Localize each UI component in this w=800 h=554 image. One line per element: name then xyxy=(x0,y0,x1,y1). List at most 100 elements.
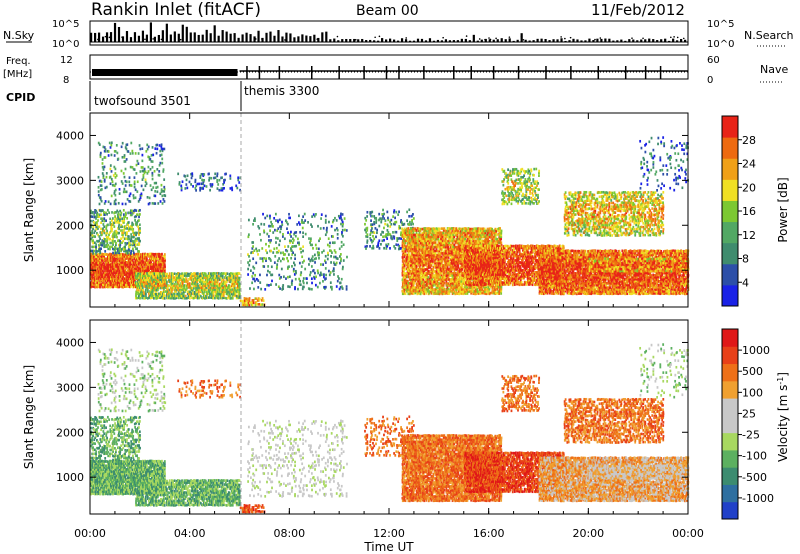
power-cell xyxy=(326,227,328,230)
power-cell xyxy=(138,152,140,155)
nsky-bar xyxy=(600,39,602,42)
power-cell xyxy=(304,219,306,222)
power-cell xyxy=(325,274,327,277)
power-cell xyxy=(272,231,274,234)
power-cell xyxy=(298,241,300,244)
power-cell xyxy=(281,223,283,226)
power-cell xyxy=(276,263,278,266)
power-cell xyxy=(312,247,314,250)
power-cell xyxy=(295,245,297,248)
power-cell xyxy=(229,175,231,178)
power-cell xyxy=(301,219,303,222)
power-cell xyxy=(311,288,313,291)
power-cell xyxy=(392,215,394,218)
nsky-bar xyxy=(329,39,331,42)
power-cell xyxy=(212,183,214,186)
power-cell xyxy=(236,187,238,190)
power-cell xyxy=(269,217,271,220)
power-cell xyxy=(118,232,120,235)
power-cell xyxy=(311,277,313,280)
nsky-bar xyxy=(576,39,578,42)
power-cell xyxy=(340,282,342,285)
power-cell xyxy=(133,197,135,200)
power-cell xyxy=(146,257,148,260)
power-cell xyxy=(252,304,254,307)
power-cell xyxy=(98,186,100,189)
power-cell xyxy=(252,272,254,275)
power-cell xyxy=(331,286,333,289)
power-cell xyxy=(120,229,122,232)
power-cell xyxy=(93,216,95,219)
power-cell xyxy=(116,152,118,155)
power-cell xyxy=(247,268,249,271)
power-cell xyxy=(283,258,285,261)
nsky-bar xyxy=(453,40,455,42)
power-cell xyxy=(410,223,412,226)
power-cell xyxy=(139,297,141,300)
power-cell xyxy=(382,239,384,242)
power-cell xyxy=(157,202,159,205)
power-cell xyxy=(161,143,163,146)
power-cell xyxy=(198,183,200,186)
power-cell xyxy=(204,184,206,187)
power-cell xyxy=(314,272,316,275)
nsky-bar xyxy=(425,40,427,42)
power-cell xyxy=(112,240,114,243)
nsky-bar xyxy=(170,35,172,42)
nsearch-point xyxy=(670,37,672,39)
power-cell xyxy=(142,166,144,169)
power-cell xyxy=(122,240,124,243)
nsky-bar xyxy=(525,40,527,42)
nsky-bar xyxy=(656,40,658,42)
power-cell xyxy=(214,297,216,300)
nsearch-point xyxy=(379,36,381,38)
power-cell xyxy=(153,276,155,279)
power-cell xyxy=(111,195,113,198)
power-cell xyxy=(118,250,120,253)
power-cell xyxy=(91,234,93,237)
power-cell xyxy=(110,203,112,206)
power-cell xyxy=(312,255,314,258)
power-cell xyxy=(134,186,136,189)
power-cell xyxy=(152,154,154,157)
power-cell xyxy=(294,264,296,267)
power-cell xyxy=(104,250,106,253)
power-cell xyxy=(209,189,211,192)
power-cell xyxy=(342,213,344,216)
power-cell xyxy=(102,286,104,289)
power-cell xyxy=(115,203,117,206)
power-cell xyxy=(111,178,113,181)
power-cell xyxy=(299,280,301,283)
power-cell xyxy=(237,176,239,179)
power-cell xyxy=(210,177,212,180)
nsky-bar xyxy=(529,40,531,42)
power-cell xyxy=(279,219,281,222)
power-cell xyxy=(248,264,250,267)
power-cell xyxy=(406,211,408,214)
power-cell xyxy=(223,279,225,282)
power-cell xyxy=(287,245,289,248)
power-cell xyxy=(155,182,157,185)
power-cell xyxy=(122,182,124,185)
power-cell xyxy=(148,166,150,169)
power-cell xyxy=(344,229,346,232)
freq-panel: Freq. [MHz] 12 8 60 0 Nave xyxy=(3,55,788,86)
power-cell xyxy=(128,221,130,224)
freq-series xyxy=(90,66,688,79)
power-cell xyxy=(139,223,141,226)
power-cell xyxy=(100,213,102,216)
power-cell xyxy=(138,219,140,222)
power-cell xyxy=(318,248,320,251)
nsky-bar xyxy=(640,40,642,42)
power-cell xyxy=(132,228,134,231)
power-cell xyxy=(100,247,102,250)
nsearch-point xyxy=(355,39,357,41)
power-cell xyxy=(124,176,126,179)
power-cell xyxy=(294,286,296,289)
power-cell xyxy=(156,190,158,193)
power-cell xyxy=(316,247,318,250)
nsky-bar xyxy=(517,40,519,42)
power-cell xyxy=(184,187,186,190)
power-cell xyxy=(164,256,166,259)
power-cell xyxy=(394,247,396,250)
